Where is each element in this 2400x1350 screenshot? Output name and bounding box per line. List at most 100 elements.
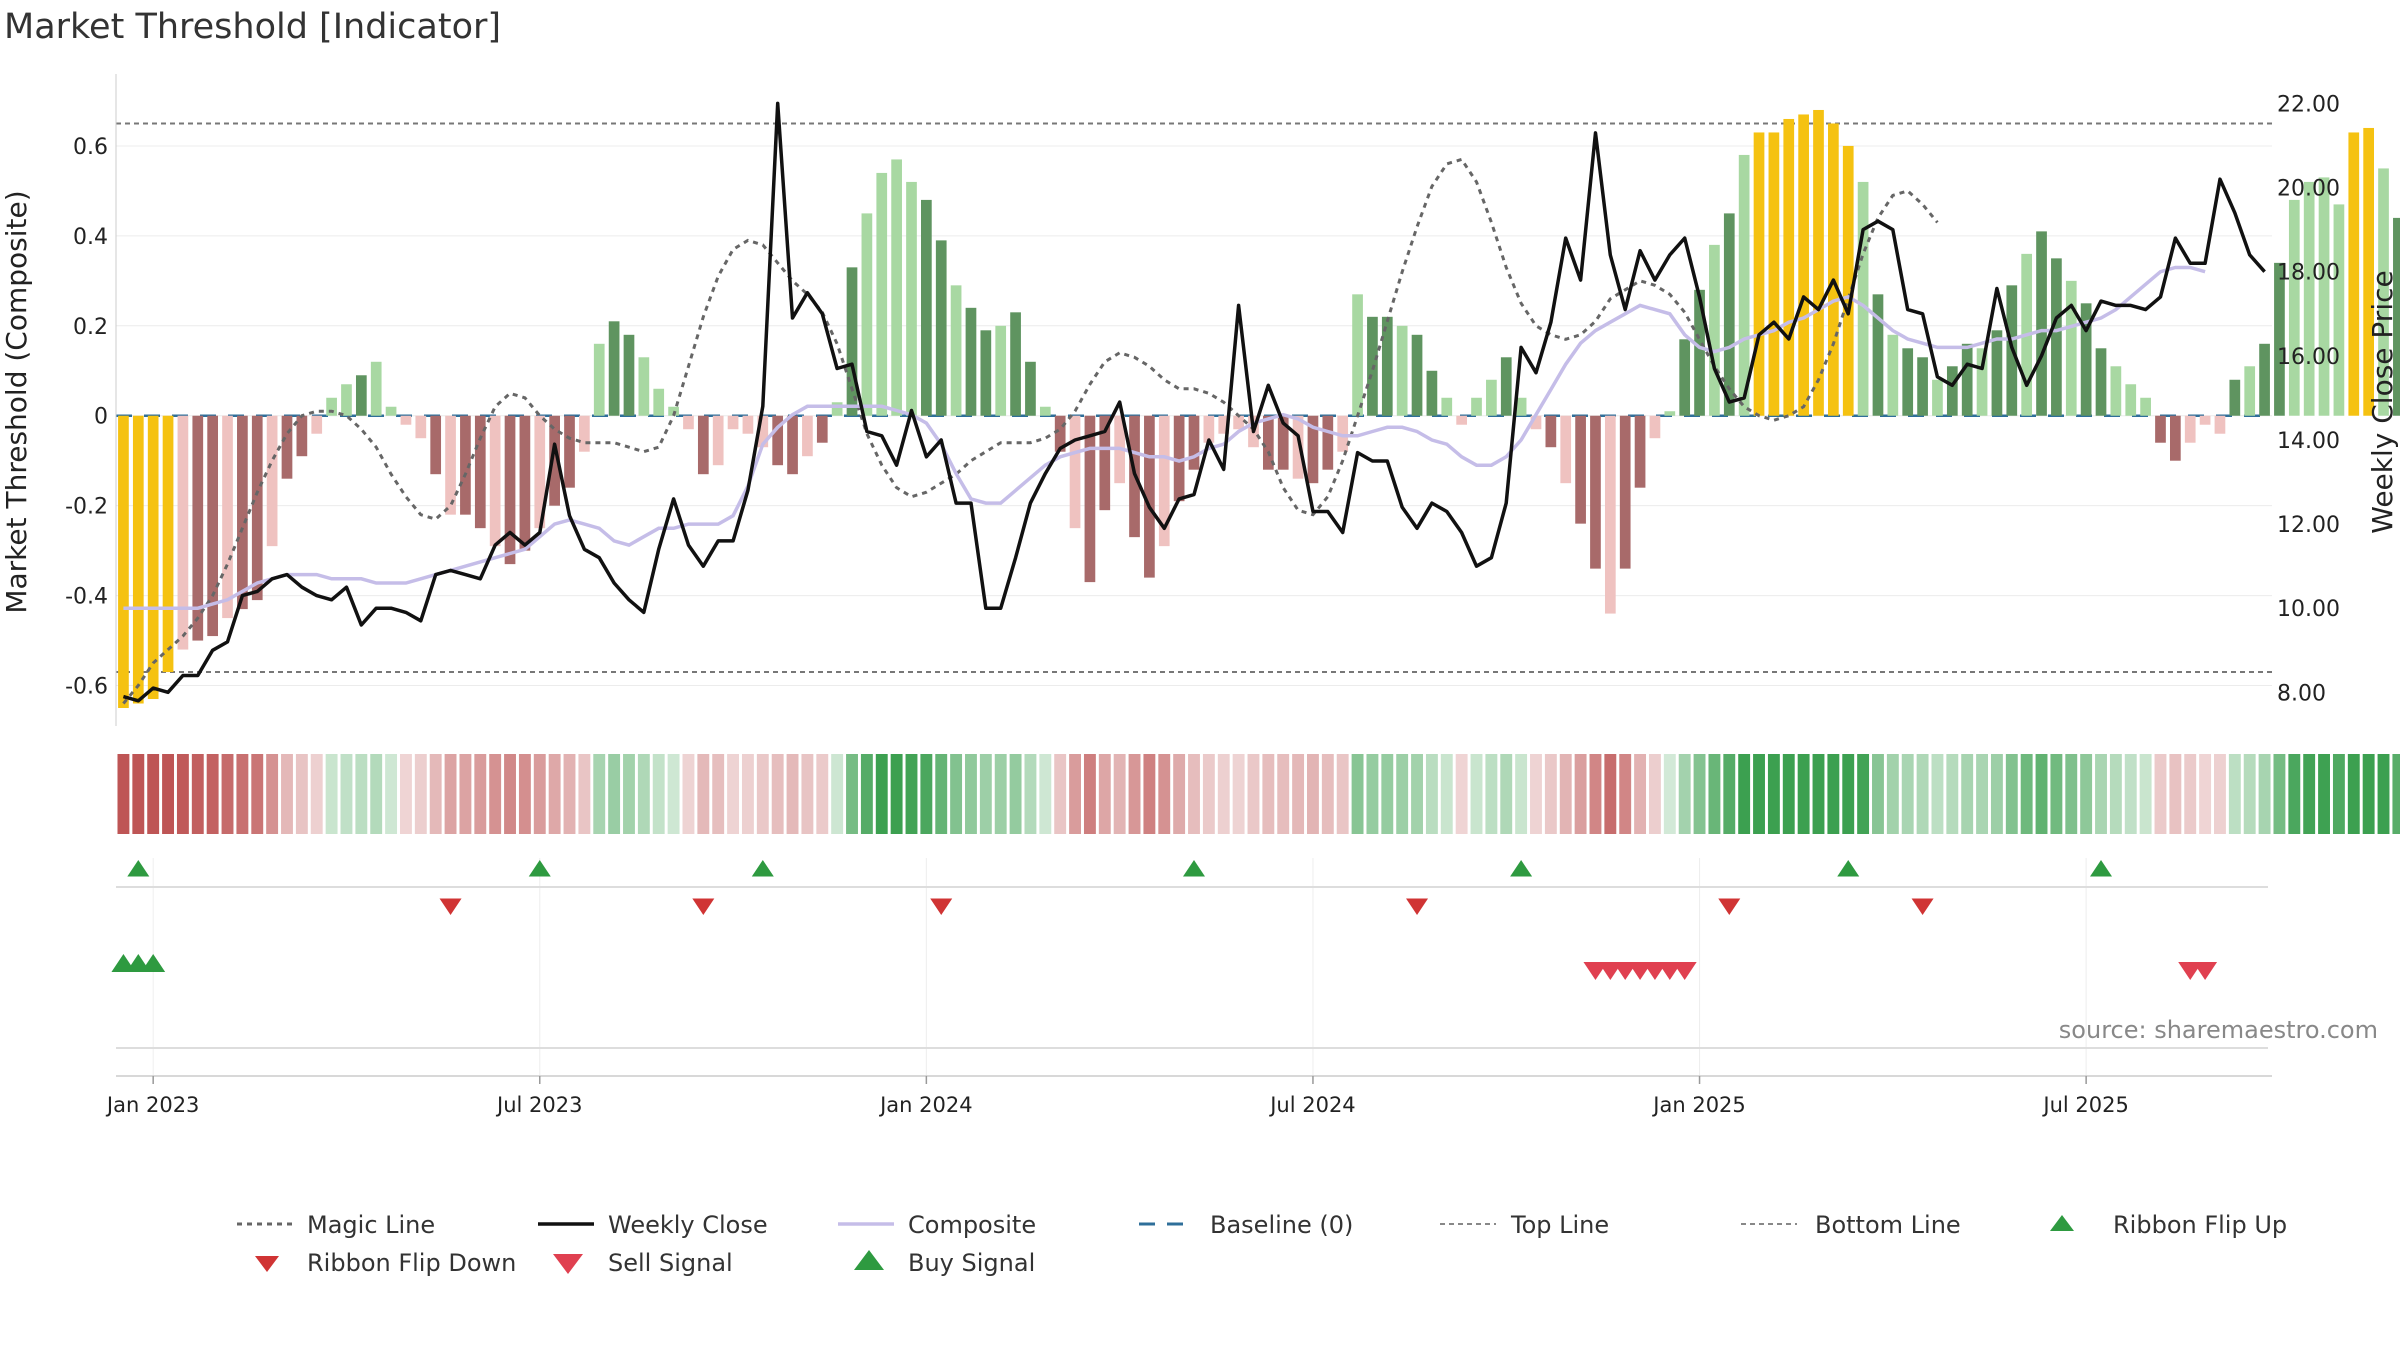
composite-bar bbox=[192, 415, 204, 641]
ribbon-cell bbox=[1916, 754, 1929, 834]
composite-bar bbox=[1575, 415, 1586, 524]
composite-bar bbox=[1694, 289, 1705, 416]
composite-bar bbox=[995, 325, 1007, 416]
composite-bar bbox=[1887, 334, 1899, 416]
composite-bar bbox=[549, 415, 560, 506]
composite-bar bbox=[1664, 411, 1676, 416]
ribbon-flip-down-marker bbox=[1406, 898, 1429, 915]
composite-bar bbox=[1604, 415, 1616, 614]
composite-bar bbox=[1679, 339, 1691, 416]
signal-panels bbox=[111, 858, 2272, 1077]
ribbon-flip-up-marker bbox=[1837, 860, 1860, 877]
ribbon-cell bbox=[771, 754, 784, 834]
composite-bar bbox=[2393, 217, 2400, 416]
ribbon-cell bbox=[2273, 754, 2286, 834]
composite-bar bbox=[2169, 415, 2181, 461]
composite-bar bbox=[132, 415, 144, 704]
composite-bar bbox=[1307, 415, 1319, 484]
ribbon-cell bbox=[2214, 754, 2226, 834]
ribbon-cell bbox=[1440, 754, 1453, 834]
composite-bar bbox=[2065, 280, 2077, 416]
ribbon-cell bbox=[2228, 754, 2241, 834]
legend-item-ribbon-flip-down: Ribbon Flip Down bbox=[255, 1249, 516, 1277]
composite-bar bbox=[147, 415, 159, 700]
composite-bar bbox=[2303, 181, 2315, 416]
composite-bar bbox=[370, 361, 382, 416]
composite-bar bbox=[2051, 258, 2062, 416]
legend-label-magic-line: Magic Line bbox=[307, 1211, 435, 1239]
ribbon-cell bbox=[1663, 754, 1676, 834]
y-right-tick-label: 22.00 bbox=[2277, 92, 2340, 117]
ribbon-cell bbox=[1990, 754, 2003, 834]
ribbon-cell bbox=[1351, 754, 1364, 834]
composite-bar bbox=[579, 415, 590, 452]
composite-bar bbox=[2155, 415, 2166, 443]
ribbon-flip-down-marker bbox=[930, 898, 953, 915]
composite-bar bbox=[1723, 213, 1735, 416]
ribbon-cell bbox=[1173, 754, 1186, 834]
composite-bar bbox=[2080, 303, 2092, 416]
ribbon-cell bbox=[281, 754, 293, 834]
ribbon-cell bbox=[370, 754, 383, 834]
ribbon-cell bbox=[2169, 754, 2182, 834]
composite-bar bbox=[2288, 199, 2300, 416]
legend-item-magic-line: Magic Line bbox=[237, 1211, 435, 1239]
y-right-tick-label: 16.00 bbox=[2277, 345, 2340, 370]
legend-label-ribbon-flip-down: Ribbon Flip Down bbox=[307, 1249, 516, 1277]
ribbon-cell bbox=[1961, 754, 1974, 834]
ribbon-cell bbox=[162, 754, 174, 834]
ribbon-cell bbox=[652, 754, 665, 834]
ribbon-cell bbox=[221, 754, 234, 834]
composite-bar bbox=[445, 415, 456, 515]
composite-bar bbox=[772, 415, 784, 466]
ribbon-cell bbox=[385, 754, 398, 834]
ribbon-cell bbox=[2154, 754, 2167, 834]
ribbon-cell bbox=[2065, 754, 2078, 834]
composite-bar bbox=[1500, 357, 1512, 416]
composite-bar bbox=[1233, 415, 1244, 430]
composite-bar bbox=[1203, 415, 1215, 443]
composite-bar bbox=[727, 415, 739, 430]
ribbon-cell bbox=[1232, 754, 1245, 834]
ribbon-cell bbox=[1485, 754, 1498, 834]
ribbon-flip-up-marker bbox=[2090, 860, 2113, 877]
ribbon-cell bbox=[2124, 754, 2137, 834]
composite-bar bbox=[2348, 132, 2360, 416]
ribbon-cell bbox=[1782, 754, 1795, 834]
ribbon-cell bbox=[1262, 754, 1275, 834]
composite-bar bbox=[965, 307, 977, 416]
ribbon-cell bbox=[712, 754, 725, 834]
ribbon-cell bbox=[2392, 754, 2400, 834]
y-right-tick-label: 8.00 bbox=[2277, 681, 2326, 706]
legend-marker-ribbon-flip-down bbox=[255, 1256, 279, 1272]
ribbon-cell bbox=[741, 754, 754, 834]
legend: Magic Line Weekly Close Composite Baseli… bbox=[237, 1211, 2287, 1277]
x-tick-label: Jan 2023 bbox=[105, 1093, 200, 1117]
ribbon-cell bbox=[1797, 754, 1810, 834]
ribbon-cell bbox=[2139, 754, 2152, 834]
ribbon-cell bbox=[846, 754, 858, 834]
ribbon-cell bbox=[2184, 754, 2197, 834]
ribbon-cell bbox=[1247, 754, 1260, 834]
ribbon-cell bbox=[593, 754, 606, 834]
buy-signal-marker bbox=[141, 954, 166, 972]
ribbon-cell bbox=[1143, 754, 1156, 834]
composite-bar bbox=[534, 415, 546, 529]
composite-bar bbox=[1619, 415, 1631, 569]
composite-bar bbox=[1828, 123, 1839, 416]
ribbon-cell bbox=[1470, 754, 1483, 834]
main-plot-area: -0.6 -0.4 -0.2 0 0.2 0.4 0.6 8.00 10.00 12.00 14.0… bbox=[65, 74, 2400, 726]
legend-label-buy-signal: Buy Signal bbox=[908, 1249, 1035, 1277]
composite-bar bbox=[2184, 415, 2196, 443]
ribbon-cell bbox=[2347, 754, 2360, 834]
chart-title: Market Threshold [Indicator] bbox=[4, 7, 501, 47]
ribbon-cell bbox=[474, 754, 487, 834]
legend-label-ribbon-flip-up: Ribbon Flip Up bbox=[2113, 1211, 2287, 1239]
composite-bar bbox=[1158, 415, 1170, 547]
composite-bar bbox=[935, 240, 947, 416]
composite-bar bbox=[2363, 127, 2375, 416]
y-right-tick-label: 10.00 bbox=[2277, 597, 2340, 622]
ribbon-cell bbox=[2243, 754, 2256, 834]
composite-bar bbox=[950, 285, 962, 416]
